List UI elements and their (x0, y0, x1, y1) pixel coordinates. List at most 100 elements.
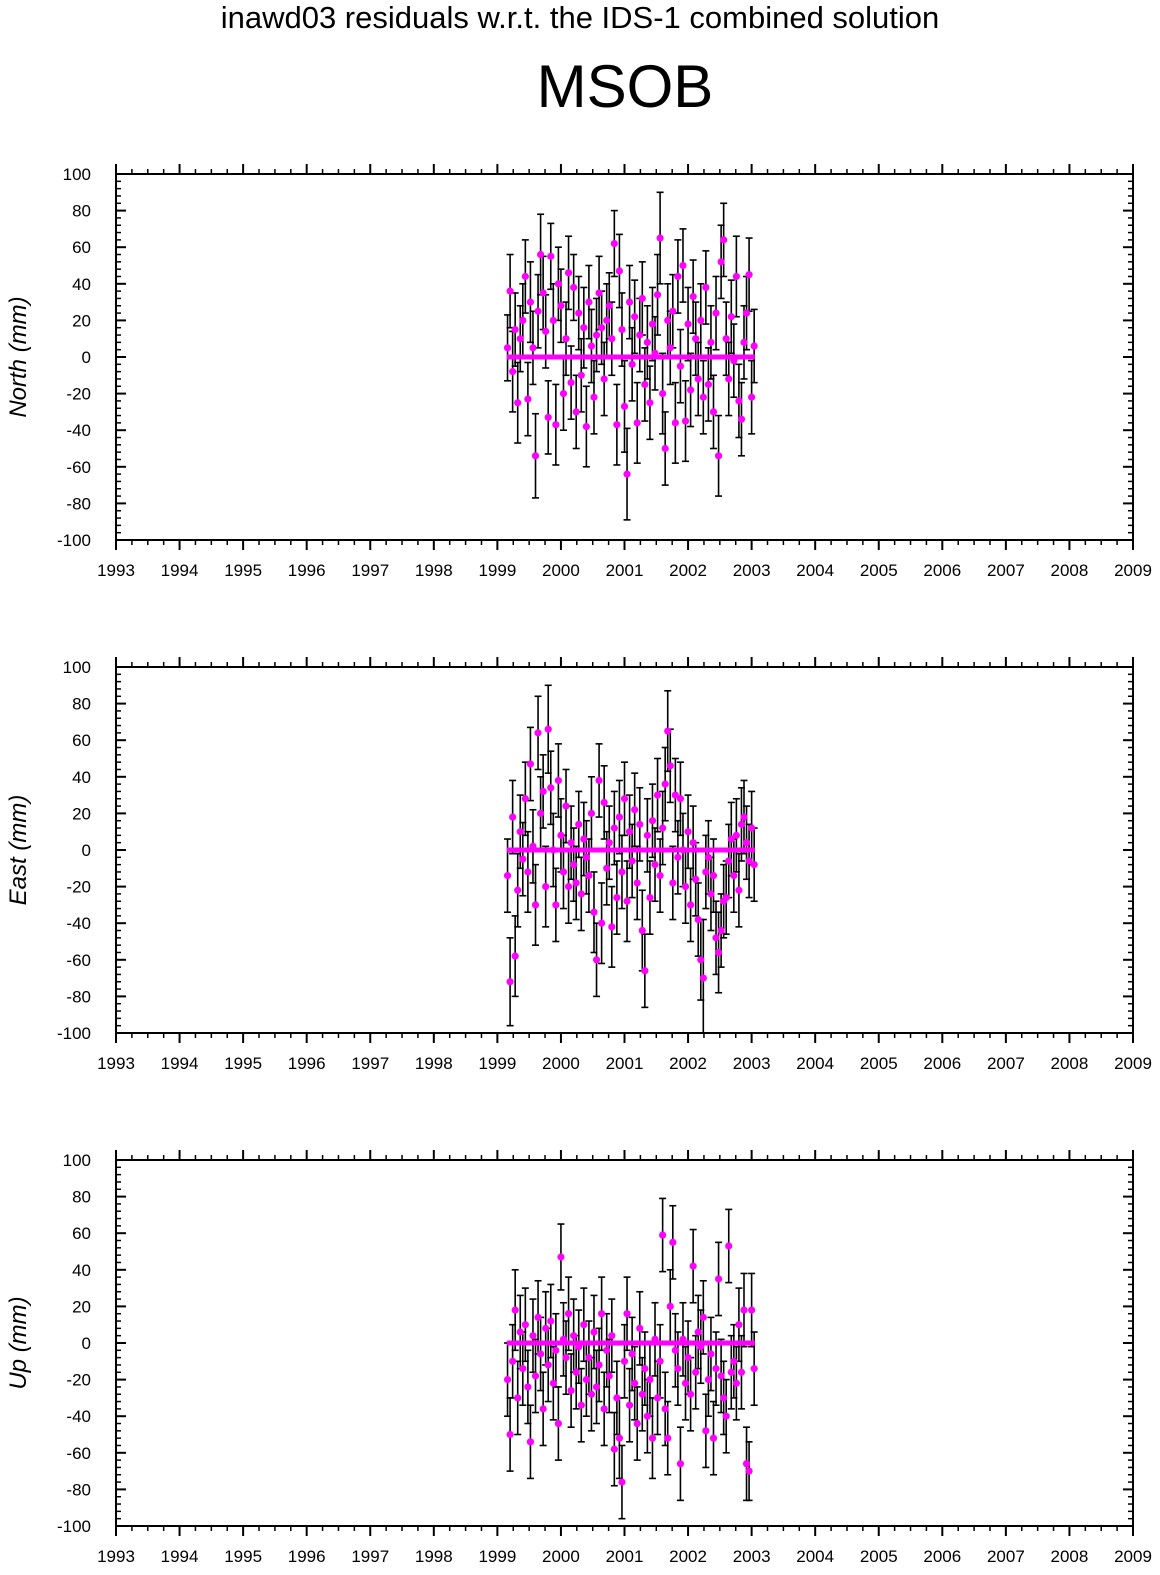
data-point (714, 452, 723, 460)
data-point (643, 1412, 651, 1420)
data-point (641, 967, 649, 975)
data-point (613, 893, 621, 902)
x-tick-label: 1996 (288, 561, 326, 580)
data-point (722, 893, 730, 902)
data-point (544, 725, 552, 733)
data-point (506, 287, 514, 295)
error-bars (504, 1197, 758, 1520)
x-tick-label: 1994 (161, 1547, 199, 1566)
data-point (659, 824, 667, 832)
x-tick-label: 1998 (415, 1547, 453, 1566)
data-point (750, 1365, 758, 1373)
x-tick-label: 2003 (733, 1054, 771, 1073)
data-point (544, 1361, 552, 1369)
data-point (631, 1379, 639, 1387)
x-tick-label: 2002 (669, 1054, 707, 1073)
data-point (737, 415, 746, 423)
data-point (615, 267, 624, 275)
data-point (590, 1328, 598, 1336)
data-point (511, 952, 519, 960)
data-point (709, 1434, 718, 1442)
data-point (595, 776, 603, 785)
data-point (608, 923, 616, 931)
data-point (699, 1313, 707, 1321)
y-axis-label: Up (mm) (5, 1296, 32, 1389)
data-point (709, 872, 718, 880)
data-point (590, 393, 598, 401)
data-point (516, 828, 524, 836)
data-point (615, 1434, 624, 1442)
data-point (659, 1231, 667, 1239)
x-tick-label: 2002 (669, 561, 707, 580)
x-tick-label: 2006 (923, 561, 961, 580)
x-tick-label: 1996 (288, 1547, 326, 1566)
data-point (549, 316, 557, 324)
data-point (653, 291, 662, 299)
data-point (699, 974, 707, 982)
data-point (740, 338, 748, 346)
data-point (625, 298, 634, 306)
data-point (722, 335, 730, 343)
x-tick-label: 1995 (224, 561, 262, 580)
x-tick-label: 1999 (478, 1054, 516, 1073)
data-point (529, 344, 537, 352)
data-point (603, 316, 611, 324)
x-tick-label: 2005 (860, 561, 898, 580)
data-point (653, 1394, 662, 1402)
data-point (742, 309, 751, 317)
data-point (562, 335, 570, 343)
y-tick-label: 40 (72, 1261, 91, 1280)
y-tick-label: 40 (72, 275, 91, 294)
data-point (570, 1332, 578, 1340)
data-points (503, 725, 758, 986)
data-point (567, 1386, 575, 1395)
y-tick-label: 80 (72, 1188, 91, 1207)
x-tick-label: 1993 (97, 561, 135, 580)
data-point (750, 342, 758, 350)
data-point (603, 864, 611, 872)
data-point (514, 886, 522, 894)
data-point (592, 956, 601, 964)
y-tick-label: 60 (72, 731, 91, 750)
data-point (547, 784, 555, 792)
data-point (526, 760, 535, 768)
data-point (694, 375, 702, 383)
data-point (684, 828, 692, 836)
data-point (570, 283, 578, 292)
y-tick-label: -40 (66, 914, 91, 933)
data-point (742, 1460, 751, 1468)
data-point (613, 1394, 621, 1402)
data-point (740, 1306, 748, 1314)
data-point (651, 861, 659, 869)
data-point (516, 1328, 524, 1336)
data-point (524, 1383, 532, 1391)
y-tick-label: 100 (63, 658, 91, 677)
data-point (590, 908, 598, 916)
data-point (580, 835, 588, 843)
x-tick-label: 2007 (987, 1547, 1025, 1566)
data-point (610, 1445, 618, 1453)
data-point (608, 335, 616, 343)
data-point (539, 787, 547, 796)
data-point (631, 313, 639, 321)
data-point (664, 727, 672, 735)
data-point (717, 1372, 725, 1380)
data-point (666, 344, 674, 352)
data-point (674, 853, 682, 861)
y-tick-label: -20 (66, 878, 91, 897)
data-point (620, 402, 629, 411)
y-axis-label: North (mm) (5, 296, 32, 417)
data-point (536, 809, 545, 817)
data-points (503, 234, 758, 478)
data-point (714, 948, 723, 957)
data-point (592, 331, 601, 339)
data-point (653, 791, 662, 799)
data-point (732, 831, 740, 839)
data-point (717, 258, 725, 266)
data-point (730, 357, 738, 365)
data-point (689, 293, 697, 301)
x-tick-label: 2004 (796, 561, 834, 580)
data-point (598, 919, 606, 927)
data-point (539, 289, 547, 297)
